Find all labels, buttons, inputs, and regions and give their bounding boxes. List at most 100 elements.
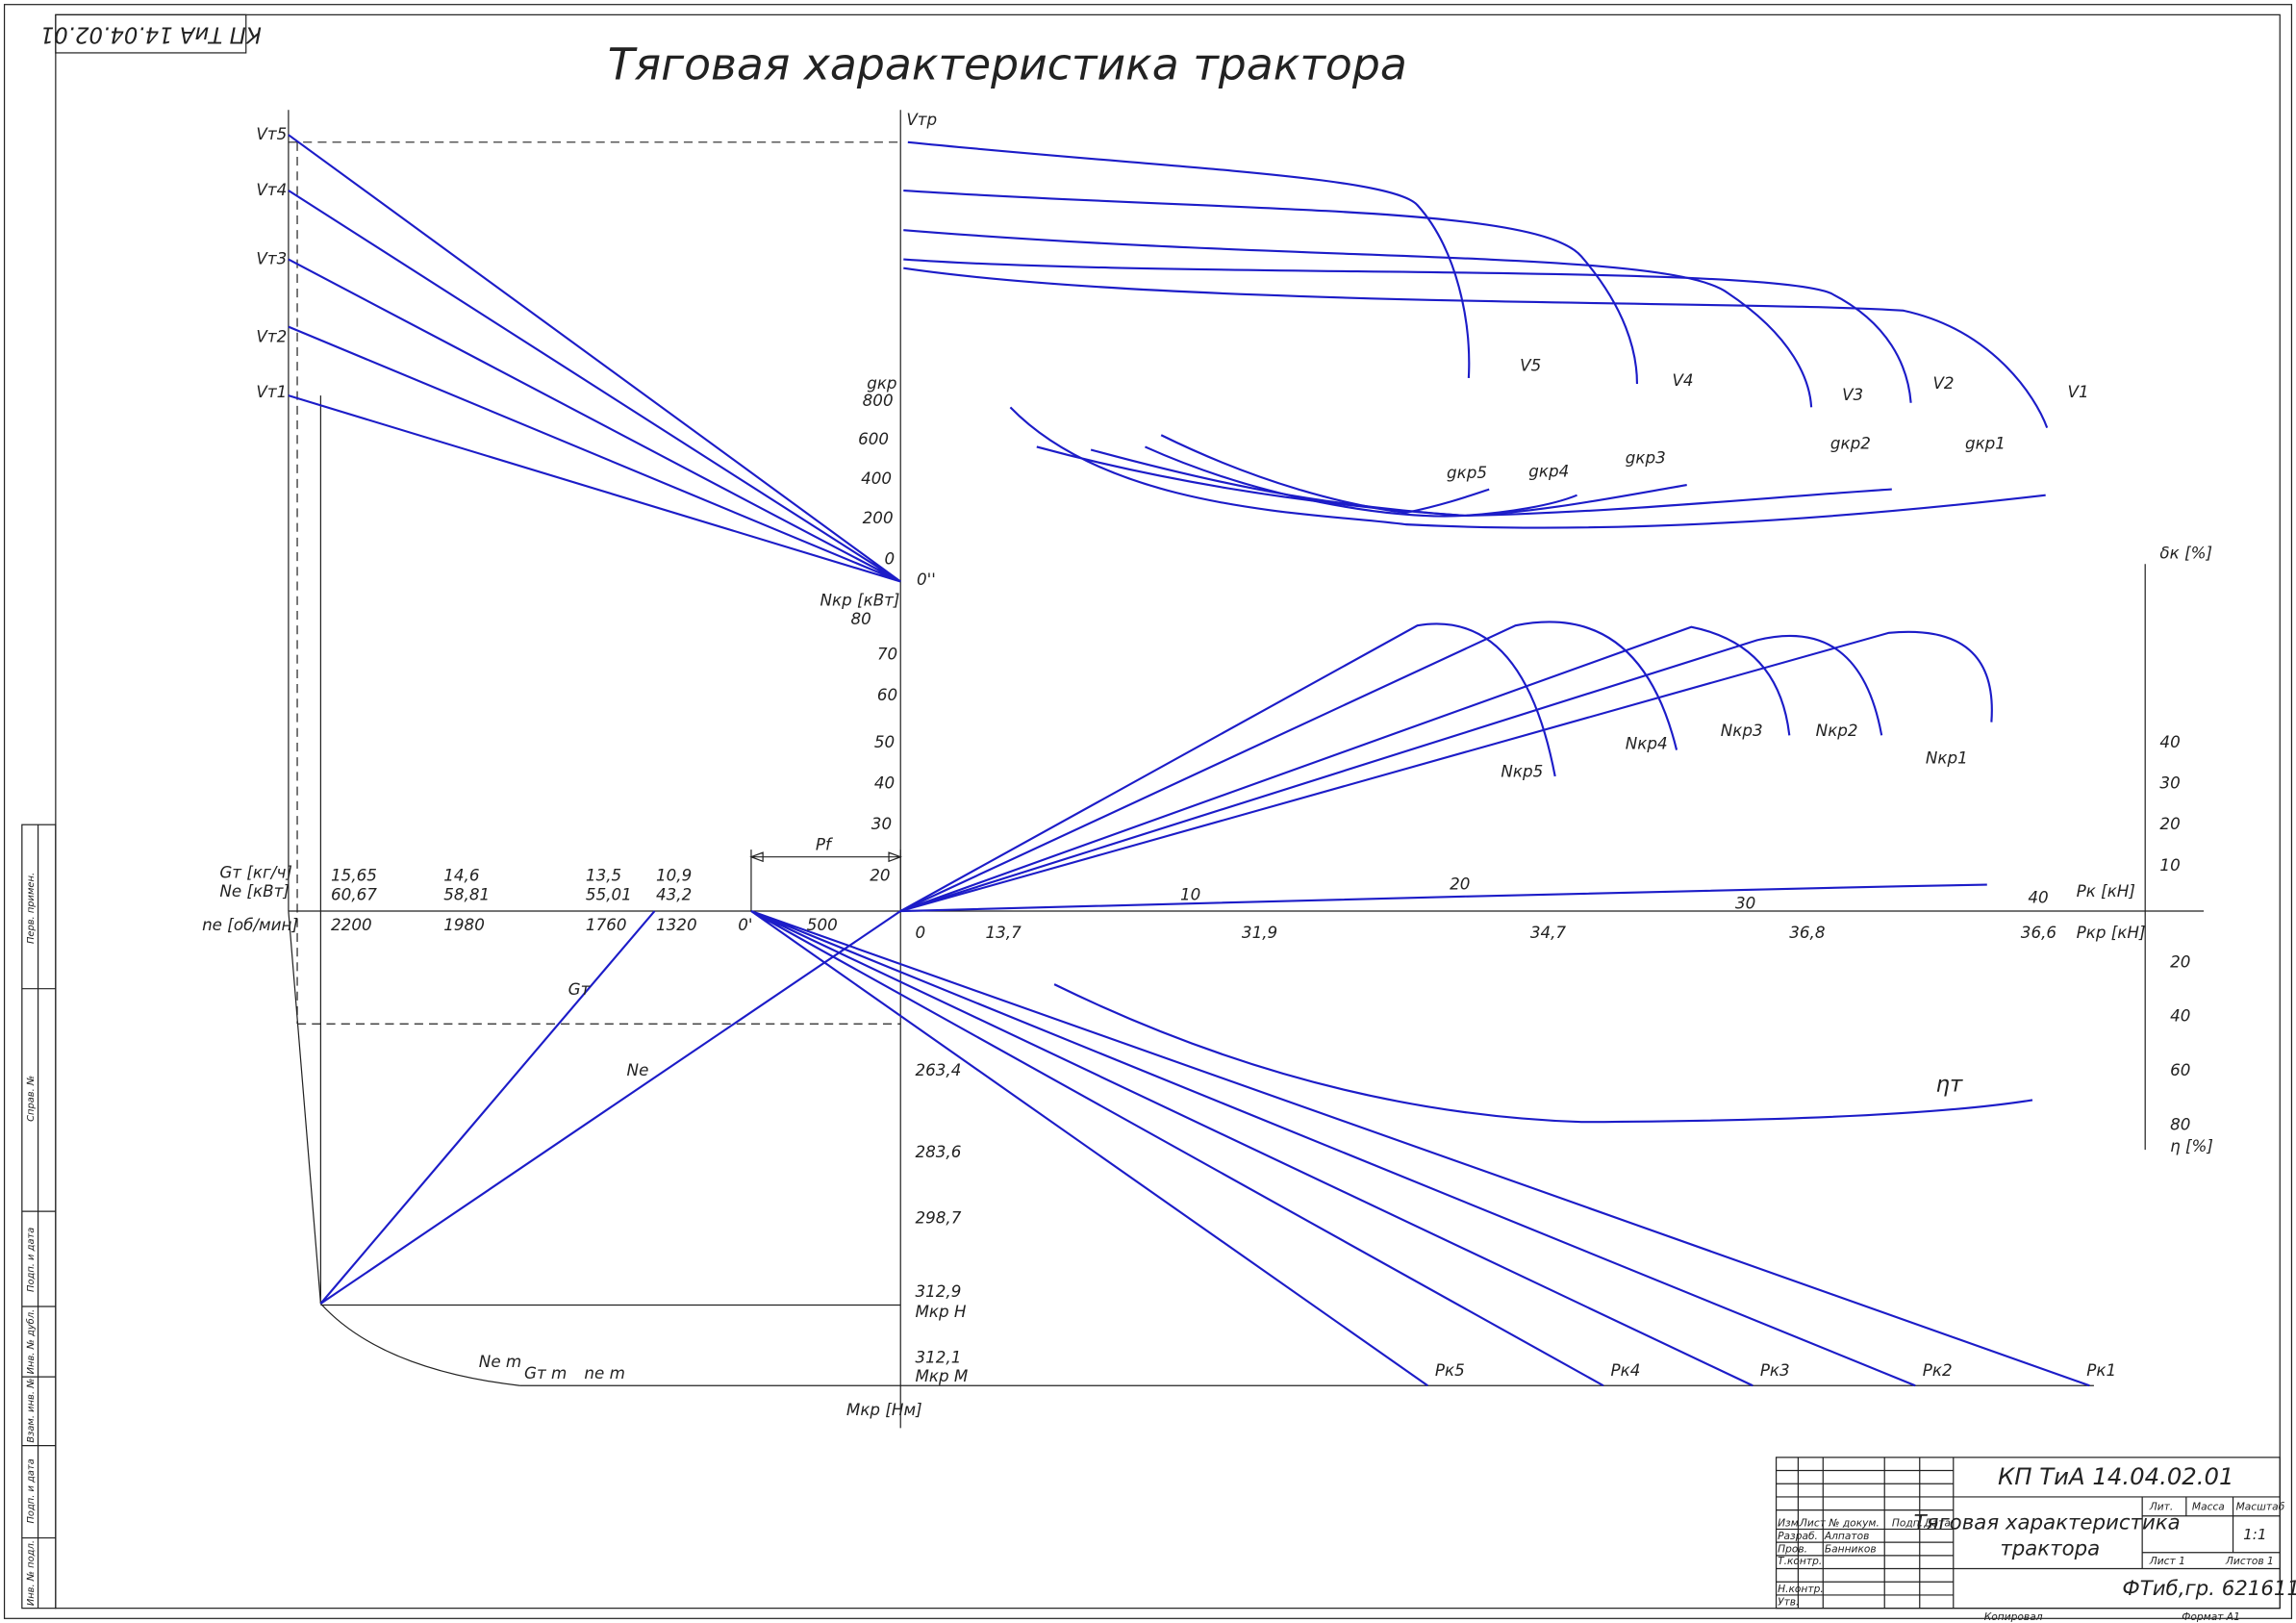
side-strip-text: Справ. № [26,1076,37,1122]
label: 30 [2159,773,2180,793]
label: V3 [1842,385,1863,404]
title-block-text: № докум. [1828,1516,1879,1529]
title-block-text: Масса [2192,1501,2225,1513]
stamp: КП ТиА 14.04.02.01 [40,22,262,47]
label: 30 [1735,893,1755,912]
title-block-text: Копировал [1984,1610,2043,1623]
title-block-text: Изм. [1778,1516,1802,1529]
label: Vт5 [256,124,287,143]
label: 1760 [586,915,627,934]
title-block-text: Формат A1 [2182,1610,2240,1623]
label: Ne m [479,1352,521,1371]
label: ηт [1936,1073,1963,1098]
label: 55,01 [586,884,632,903]
label: 36,8 [1789,923,1825,942]
label: 58,81 [443,884,490,903]
label: V5 [1520,356,1541,375]
label: gкр2 [1830,433,1871,452]
title-block-text: КП ТиА 14.04.02.01 [1998,1462,2234,1490]
label: Pк [кН] [2077,881,2135,900]
label: 36,6 [2021,923,2056,942]
title-block-text: Дата [1923,1516,1951,1529]
label: 70 [877,645,897,664]
label: Vт4 [256,180,287,199]
label: Gт [кг/ч] [219,862,292,881]
title-block-text: Лист [1799,1516,1827,1529]
label: 30 [871,814,892,833]
label: 1320 [656,915,697,934]
label: 263,4 [915,1060,961,1079]
label: nе [об/мин] [202,915,298,934]
label: 40 [874,773,895,793]
label: 10 [1180,884,1200,903]
title-block-text: Листов 1 [2225,1555,2274,1567]
label: gкр4 [1528,461,1569,480]
label: 40 [2028,887,2048,906]
label: 60 [877,685,897,704]
label: 20 [870,865,890,884]
label: 0 [884,549,895,569]
label: V4 [1672,370,1693,390]
side-strip-text: Подп. и дата [26,1458,37,1523]
title-block-text: Лит. [2149,1501,2174,1513]
title-block-text: Т.контр. [1778,1555,1822,1567]
label: Nкр1 [1926,748,1968,768]
label: Ne [кВт] [219,881,290,900]
label: Vтр [906,110,937,129]
label: Nкр2 [1816,721,1858,740]
label: gкр5 [1447,463,1487,482]
title-block-text: Утв. [1778,1596,1799,1609]
side-strip-text: Перв. примен. [26,873,37,944]
title-block-text: 1:1 [2243,1526,2267,1543]
label: V2 [1932,373,1954,393]
label: 312,9 [915,1281,961,1301]
title-block-text: Масштаб [2236,1501,2285,1513]
title-block-text: Банников [1825,1543,1877,1556]
label: 500 [807,915,838,934]
title-block-text: Подп. [1892,1516,1923,1529]
title-block-text: Пров. [1778,1543,1807,1556]
label: 20 [2159,814,2180,833]
side-strip-text: Взам. инв. № [26,1379,37,1443]
side-strip-text: Инв. № подл. [26,1540,37,1606]
label: Nкр3 [1721,721,1763,740]
label: Vт1 [256,382,287,401]
label: 10 [2159,855,2180,875]
label: Gт m [524,1363,567,1382]
label: Pк5 [1435,1360,1465,1380]
label: Vт3 [256,249,287,268]
label: 2200 [331,915,372,934]
label: 60,67 [331,884,377,903]
label: nе m [584,1363,625,1382]
label: 14,6 [443,865,479,884]
label: 40 [2159,732,2180,751]
label: 31,9 [1242,923,1277,942]
label: 80 [2170,1114,2190,1133]
label: 13,5 [586,865,621,884]
label: 20 [2170,951,2190,971]
title-block-text: ФТиб,гр. 621611 [2122,1577,2296,1601]
label: Nкр5 [1501,761,1543,780]
label: 10,9 [656,865,692,884]
label: 0'' [917,570,936,589]
label: 50 [874,732,895,751]
title: Тяговая характеристика трактора [608,39,1407,90]
label: gкр [867,373,896,393]
label: 312,1 [915,1347,961,1366]
label: Nкр [кВт] [820,590,900,609]
label: 600 [858,429,889,448]
label: Mкр M [915,1366,968,1385]
label: V1 [2068,382,2089,401]
label: 0' [738,915,752,934]
curves [288,134,2090,1387]
label: Ne [627,1060,649,1079]
label: 1980 [443,915,485,934]
label: η [%] [2170,1136,2213,1155]
label: 60 [2170,1060,2190,1079]
title-block-text: Разраб. [1778,1530,1818,1542]
frame [3,4,2293,1619]
label: Pк1 [2086,1360,2116,1380]
label: 13,7 [986,923,1022,942]
title-block-text: Н.контр. [1778,1583,1824,1595]
label: Pк3 [1760,1360,1790,1380]
